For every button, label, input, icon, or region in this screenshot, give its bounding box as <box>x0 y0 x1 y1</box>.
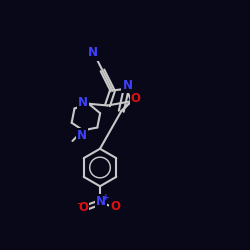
Text: N: N <box>77 129 87 142</box>
Text: N: N <box>96 195 106 208</box>
Text: N: N <box>78 96 88 109</box>
Text: +: + <box>102 194 109 202</box>
Text: O: O <box>110 200 120 213</box>
Text: N: N <box>122 79 132 92</box>
Text: −: − <box>76 199 83 208</box>
Text: O: O <box>78 201 88 214</box>
Text: N: N <box>88 46 98 59</box>
Text: O: O <box>131 92 141 105</box>
